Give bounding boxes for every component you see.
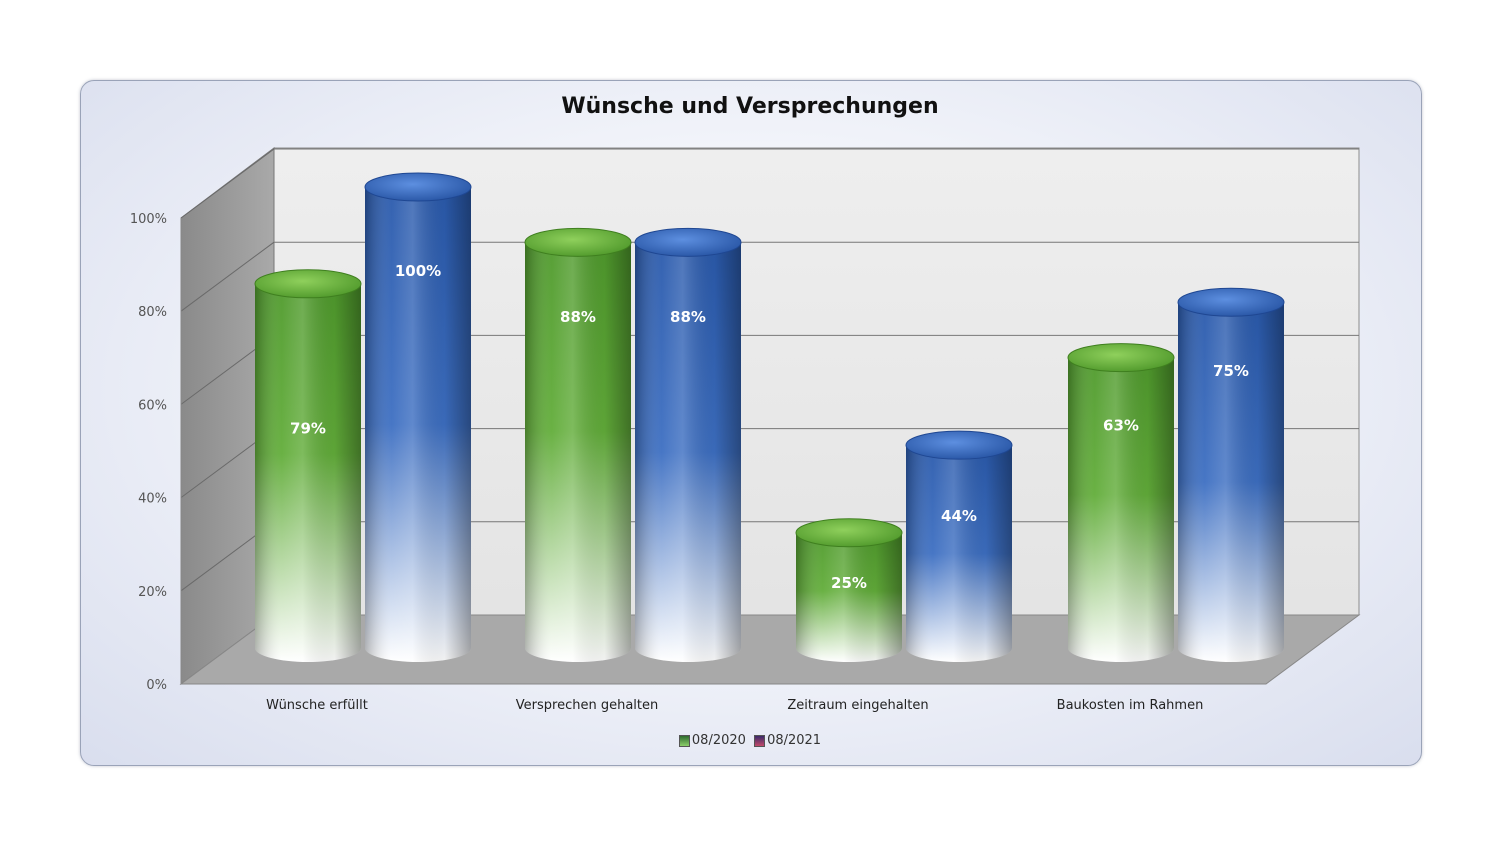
bar-shading [1068, 357, 1174, 662]
bar-top [1177, 287, 1285, 317]
x-tick-label: Versprechen gehalten [516, 698, 658, 713]
bar-top [634, 227, 742, 257]
data-label: 100% [395, 262, 441, 280]
bar-top [1067, 343, 1175, 373]
legend-swatch-2021 [754, 734, 766, 747]
bar-shading [255, 283, 361, 662]
x-tick-label: Zeitraum eingehalten [787, 698, 928, 713]
bar-top [364, 172, 472, 202]
data-label: 79% [290, 420, 326, 438]
data-label: 25% [831, 574, 867, 592]
bar-shading [1178, 302, 1284, 662]
data-label: 75% [1213, 362, 1249, 380]
bar-shading [525, 242, 631, 662]
bar-top [795, 518, 903, 548]
data-label: 44% [941, 507, 977, 525]
data-label: 88% [560, 308, 596, 326]
chart-title: Wünsche und Versprechungen [561, 94, 939, 119]
y-tick-label: 60% [138, 398, 167, 413]
y-tick-label: 20% [138, 585, 167, 600]
legend-label-2020: 08/2020 [691, 733, 746, 748]
legend-item-2021: 08/2021 [754, 733, 821, 748]
bar-top [254, 269, 362, 299]
y-tick-label: 40% [138, 492, 167, 507]
bar-shading [906, 445, 1012, 662]
data-label: 88% [670, 308, 706, 326]
y-tick-label: 80% [138, 305, 167, 320]
bar-top [905, 430, 1013, 460]
legend-item-2020: 08/2020 [678, 733, 746, 748]
legend-swatch-2020 [678, 734, 690, 747]
legend-label-2021: 08/2021 [767, 733, 822, 748]
bar-shading [796, 532, 902, 662]
y-tick-label: 100% [130, 212, 167, 227]
y-tick-label: 0% [146, 678, 167, 693]
gridline-side [180, 241, 275, 312]
gridline-side [180, 148, 275, 219]
bar-shading [365, 187, 471, 662]
x-tick-label: Baukosten im Rahmen [1057, 698, 1204, 713]
data-label: 63% [1103, 417, 1139, 435]
x-tick-label: Wünsche erfüllt [266, 698, 368, 713]
legend: 08/2020 08/2021 [0, 733, 1500, 751]
bar-top [524, 227, 632, 257]
bar-shading [635, 242, 741, 662]
